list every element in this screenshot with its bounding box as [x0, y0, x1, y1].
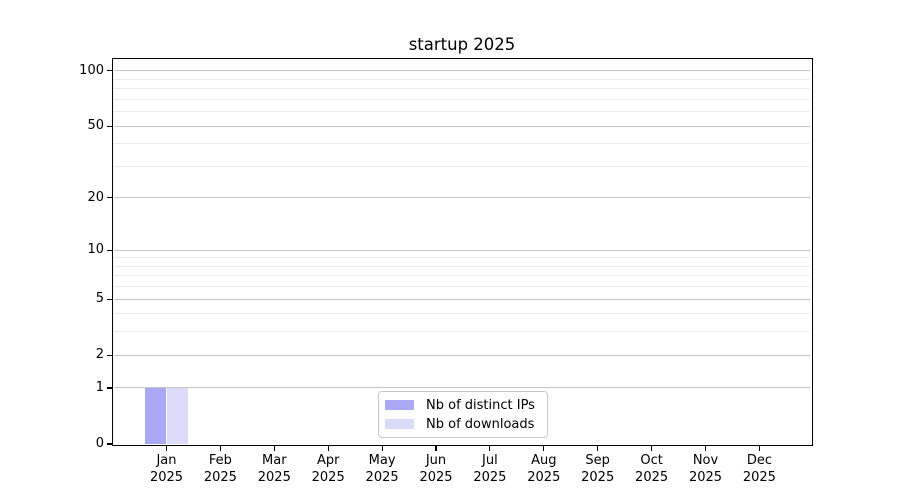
x-tick-year: 2025 [203, 470, 237, 485]
x-tick-label: Apr 2025 [301, 452, 355, 486]
x-tick-year: 2025 [473, 470, 507, 485]
y-major-gridline [114, 387, 810, 389]
x-tick-month: Nov [692, 453, 719, 468]
x-tick-label: Mar 2025 [247, 452, 301, 486]
y-minor-gridline [114, 286, 810, 288]
x-tick-mark [435, 445, 437, 451]
x-tick-month: Jan [156, 453, 177, 468]
x-tick-mark [327, 445, 329, 451]
x-tick-month: Sep [585, 453, 610, 468]
y-tick-mark [107, 197, 112, 199]
x-tick-mark [273, 445, 275, 451]
x-tick-label: Sep 2025 [571, 452, 625, 486]
legend-swatch-icon [385, 400, 414, 410]
y-minor-gridline [114, 313, 810, 315]
y-tick-mark [107, 387, 112, 389]
x-tick-year: 2025 [635, 470, 669, 485]
x-tick-mark [381, 445, 383, 451]
x-tick-label: Oct 2025 [625, 452, 679, 486]
y-tick-label: 100 [79, 62, 104, 78]
x-tick-mark [165, 445, 168, 451]
y-tick-mark [107, 354, 112, 356]
y-minor-gridline [114, 165, 810, 167]
x-tick-mark [758, 445, 760, 451]
y-major-gridline [114, 298, 810, 300]
x-tick-month: Feb [208, 453, 232, 468]
x-tick-month: Jul [482, 453, 498, 468]
x-tick-mark [704, 445, 707, 451]
x-tick-label: Feb 2025 [193, 452, 247, 486]
x-tick-year: 2025 [257, 470, 291, 485]
y-minor-gridline [114, 257, 810, 259]
legend-label: Nb of distinct IPs [426, 397, 535, 413]
x-tick-year: 2025 [581, 470, 615, 485]
y-minor-gridline [114, 88, 810, 90]
legend-swatch-icon [385, 419, 414, 429]
x-tick-year: 2025 [149, 470, 184, 485]
y-major-gridline [114, 70, 810, 72]
y-minor-gridline [114, 275, 810, 277]
y-tick-label: 0 [95, 436, 104, 451]
y-tick-mark [107, 249, 112, 251]
x-tick-mark [543, 445, 545, 451]
x-tick-mark [651, 445, 653, 451]
x-tick-year: 2025 [419, 470, 453, 485]
x-tick-label: Jul 2025 [463, 452, 517, 486]
legend-item-1: Nb of downloads [385, 417, 539, 432]
x-tick-month: Dec [746, 453, 772, 468]
y-minor-gridline [114, 111, 810, 113]
y-tick-label: 50 [87, 118, 104, 134]
bar-series-0-jan [144, 387, 167, 444]
x-tick-year: 2025 [742, 470, 776, 485]
y-major-gridline [114, 354, 810, 356]
y-tick-mark [107, 443, 112, 445]
x-tick-month: Apr [316, 453, 340, 468]
x-tick-label: Dec 2025 [732, 452, 786, 486]
x-tick-year: 2025 [311, 470, 345, 485]
y-tick-label: 2 [95, 347, 104, 363]
x-tick-month: Mar [262, 453, 287, 468]
bar-series-1-jan [166, 387, 189, 444]
x-tick-month: Oct [640, 453, 663, 468]
y-minor-gridline [114, 265, 810, 267]
y-tick-mark [107, 70, 112, 72]
y-tick-label: 5 [95, 291, 104, 307]
x-tick-year: 2025 [365, 470, 399, 485]
y-minor-gridline [114, 331, 810, 333]
x-tick-month: May [368, 453, 396, 468]
x-tick-mark [489, 445, 491, 451]
legend-label: Nb of downloads [426, 416, 535, 432]
x-tick-label: Jan 2025 [140, 452, 194, 486]
x-tick-label: Aug 2025 [517, 452, 571, 486]
x-tick-year: 2025 [527, 470, 561, 485]
x-tick-year: 2025 [688, 470, 723, 485]
y-minor-gridline [114, 143, 810, 145]
y-major-gridline [114, 249, 810, 251]
x-tick-mark [219, 445, 221, 451]
x-tick-mark [597, 445, 599, 451]
y-tick-label: 10 [87, 242, 104, 258]
y-minor-gridline [114, 98, 810, 100]
x-tick-label: May 2025 [355, 452, 409, 486]
chart-title: startup 2025 [408, 35, 516, 54]
y-minor-gridline [114, 78, 810, 80]
legend: Nb of distinct IPs Nb of downloads [378, 391, 548, 438]
y-tick-label: 20 [87, 189, 104, 205]
y-major-gridline [114, 125, 810, 127]
x-tick-month: Aug [531, 453, 557, 468]
x-tick-label: Jun 2025 [409, 452, 463, 486]
legend-item-0: Nb of distinct IPs [385, 398, 539, 413]
x-tick-month: Jun [425, 453, 447, 468]
x-tick-label: Nov 2025 [679, 452, 733, 486]
y-tick-label: 1 [95, 379, 104, 395]
y-tick-mark [107, 298, 112, 300]
y-major-gridline [114, 197, 810, 199]
y-tick-mark [107, 125, 112, 127]
